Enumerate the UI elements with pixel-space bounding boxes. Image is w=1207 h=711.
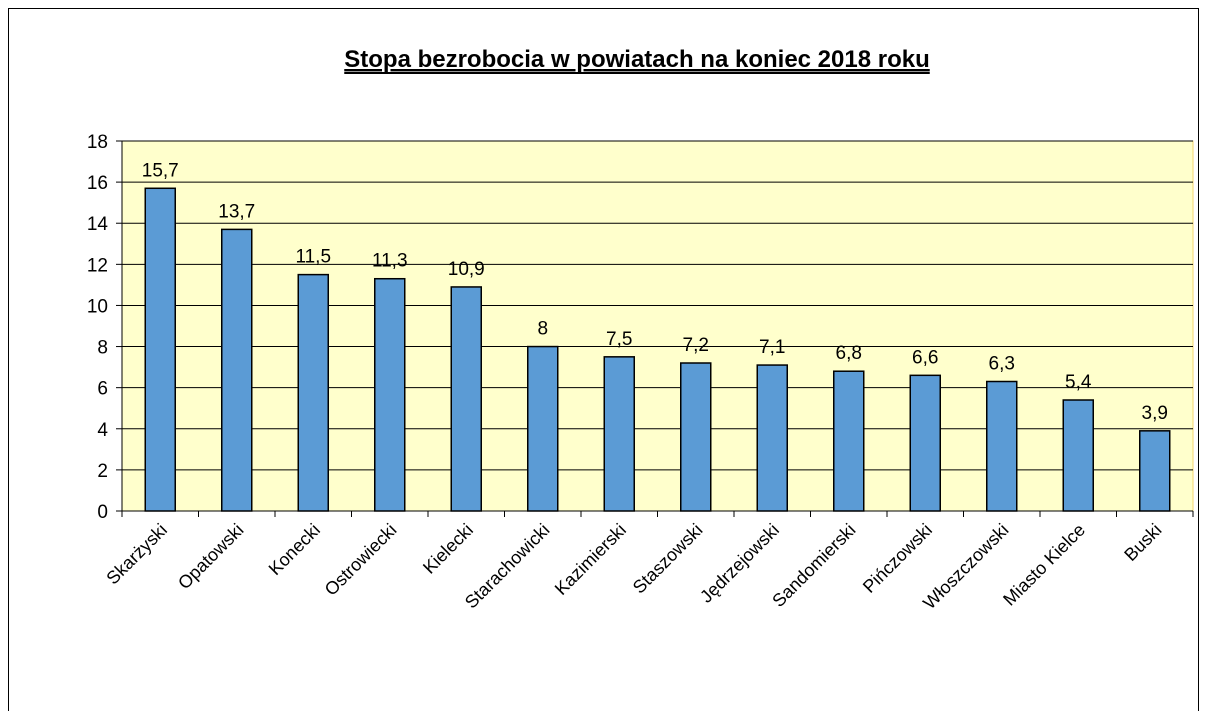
x-tick-label: Ostrowiecki bbox=[321, 520, 401, 600]
x-tick-label: Kazimierski bbox=[551, 520, 630, 599]
y-tick-label: 8 bbox=[97, 338, 108, 359]
x-tick-label: Kielecki bbox=[419, 520, 477, 578]
bar bbox=[680, 362, 712, 512]
bar bbox=[1062, 399, 1094, 512]
value-label: 7,2 bbox=[683, 335, 709, 356]
bar bbox=[374, 277, 406, 512]
value-label: 7,5 bbox=[606, 329, 632, 350]
y-tick-label: 16 bbox=[87, 173, 108, 194]
value-label: 5,4 bbox=[1065, 372, 1092, 393]
x-tick-label: Buski bbox=[1120, 520, 1165, 565]
x-tick-label: Konecki bbox=[265, 520, 324, 579]
value-label: 11,3 bbox=[372, 251, 408, 272]
bar bbox=[450, 286, 482, 512]
bar bbox=[909, 374, 941, 512]
x-tick-label: Miasto Kielce bbox=[999, 520, 1089, 610]
y-tick-label: 18 bbox=[87, 132, 108, 153]
y-tick-label: 14 bbox=[87, 214, 109, 235]
value-label: 6,8 bbox=[836, 343, 862, 364]
y-tick-label: 4 bbox=[97, 420, 108, 441]
bar bbox=[986, 380, 1018, 512]
chart-title: Stopa bezrobocia w powiatach na koniec 2… bbox=[344, 46, 930, 73]
x-tick-label: Opatowski bbox=[174, 520, 248, 594]
x-tick-label: Pińczowski bbox=[859, 520, 936, 597]
value-label: 3,9 bbox=[1142, 403, 1168, 424]
bar bbox=[756, 364, 788, 512]
bar bbox=[1139, 430, 1171, 512]
value-label: 13,7 bbox=[218, 201, 255, 222]
y-tick-label: 10 bbox=[87, 296, 108, 317]
value-label: 10,9 bbox=[448, 259, 485, 280]
plot-area bbox=[121, 140, 1194, 512]
x-tick-label: Staszowski bbox=[629, 520, 707, 598]
chart-frame bbox=[8, 8, 1199, 711]
value-label: 7,1 bbox=[759, 337, 785, 358]
y-tick-label: 12 bbox=[87, 255, 108, 276]
x-tick-label: Jędrzejowski bbox=[696, 520, 783, 607]
x-tick-label: Skarżyski bbox=[102, 520, 171, 589]
value-label: 6,6 bbox=[912, 347, 938, 368]
y-tick-label: 6 bbox=[97, 379, 108, 400]
bar bbox=[833, 370, 865, 512]
value-label: 6,3 bbox=[989, 354, 1015, 375]
bar bbox=[297, 273, 329, 512]
value-label: 15,7 bbox=[142, 160, 179, 181]
y-tick-label: 0 bbox=[97, 502, 108, 523]
bar bbox=[527, 345, 559, 512]
value-label: 11,5 bbox=[295, 247, 331, 268]
y-tick-label: 2 bbox=[97, 461, 108, 482]
value-label: 8 bbox=[537, 319, 548, 340]
bar bbox=[603, 356, 635, 512]
bar bbox=[144, 187, 176, 512]
bar bbox=[221, 228, 253, 512]
